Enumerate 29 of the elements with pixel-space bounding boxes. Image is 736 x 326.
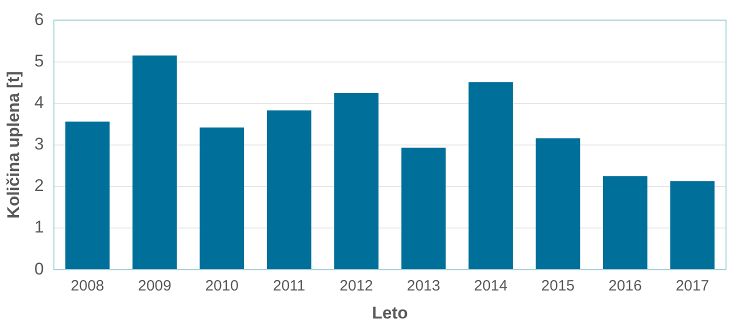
x-tick-label: 2017 xyxy=(676,278,710,295)
bar xyxy=(602,176,648,270)
x-tick-label: 2012 xyxy=(340,278,374,295)
y-tick-label: 5 xyxy=(34,51,44,70)
x-tick-label: 2015 xyxy=(541,278,575,295)
bar xyxy=(468,82,513,270)
x-tick-label: 2013 xyxy=(406,278,440,295)
bar xyxy=(200,127,244,270)
y-tick-label: 0 xyxy=(34,259,44,278)
bar xyxy=(132,56,177,270)
x-tick-label: 2016 xyxy=(608,278,642,295)
bar xyxy=(266,110,312,270)
y-tick-label: 6 xyxy=(34,10,44,29)
x-axis-title: Leto xyxy=(372,303,408,322)
y-tick-label: 1 xyxy=(34,218,44,237)
bar xyxy=(670,181,715,270)
bar xyxy=(334,92,378,270)
bar xyxy=(65,122,110,270)
x-tick-label: 2009 xyxy=(138,278,172,295)
bar xyxy=(536,138,580,270)
x-tick-label: 2014 xyxy=(474,278,508,295)
x-tick-label: 2011 xyxy=(272,278,306,295)
y-tick-label: 4 xyxy=(34,93,44,112)
y-tick-label: 2 xyxy=(34,176,44,196)
y-tick-label: 3 xyxy=(34,134,44,154)
y-axis-title: Količina uplena [t] xyxy=(4,71,23,219)
x-tick-label: 2010 xyxy=(205,278,239,295)
x-tick-label: 2008 xyxy=(70,278,104,295)
bar xyxy=(401,148,446,270)
